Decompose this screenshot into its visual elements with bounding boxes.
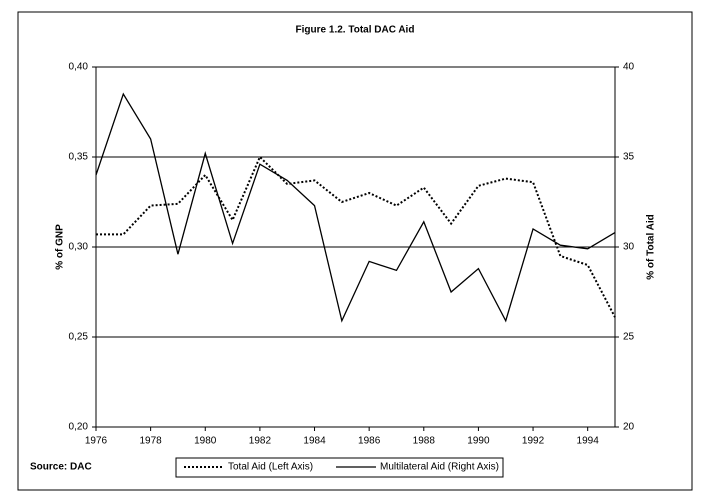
source-note: Source: DAC: [30, 462, 92, 473]
y-tick-label: 0,40: [69, 62, 89, 73]
y-axis-title: % of GNP: [55, 224, 66, 270]
y2-tick-label: 25: [623, 332, 635, 343]
y-tick-label: 0,20: [69, 422, 89, 433]
series-line: [96, 155, 616, 318]
y2-tick-label: 30: [623, 242, 635, 253]
y2-tick-label: 35: [623, 152, 635, 163]
y2-tick-label: 40: [623, 62, 635, 73]
x-tick-label: 1994: [577, 436, 600, 447]
x-tick-label: 1976: [85, 436, 108, 447]
chart-frame: [17, 11, 693, 491]
y2-tick-label: 20: [623, 422, 635, 433]
y2-axis-title: % of Total Aid: [646, 214, 657, 280]
legend-label: Total Aid (Left Axis): [228, 462, 313, 473]
x-tick-label: 1990: [467, 436, 490, 447]
x-tick-label: 1980: [194, 436, 217, 447]
plot-area: [95, 66, 616, 428]
x-tick-label: 1978: [140, 436, 163, 447]
x-tick-label: 1992: [522, 436, 545, 447]
x-tick-label: 1988: [413, 436, 436, 447]
x-tick-label: 1982: [249, 436, 272, 447]
y-tick-label: 0,30: [69, 242, 89, 253]
x-tick-label: 1984: [303, 436, 326, 447]
y-tick-label: 0,35: [69, 152, 89, 163]
chart-title: Figure 1.2. Total DAC Aid: [296, 25, 415, 36]
y-tick-label: 0,25: [69, 332, 89, 343]
series-line: [95, 92, 616, 323]
legend-label: Multilateral Aid (Right Axis): [380, 462, 499, 473]
x-tick-label: 1986: [358, 436, 381, 447]
